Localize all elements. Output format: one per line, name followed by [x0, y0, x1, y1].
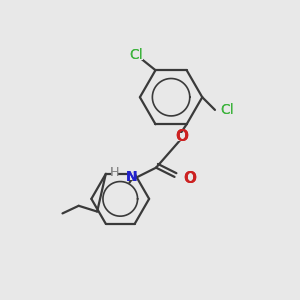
Text: O: O	[183, 171, 196, 186]
FancyBboxPatch shape	[183, 174, 191, 182]
Text: H: H	[110, 166, 119, 179]
FancyBboxPatch shape	[177, 133, 185, 141]
Text: O: O	[175, 129, 188, 144]
FancyBboxPatch shape	[128, 50, 143, 60]
FancyBboxPatch shape	[219, 105, 234, 115]
Text: H: H	[110, 166, 119, 179]
FancyBboxPatch shape	[112, 170, 117, 176]
Text: Cl: Cl	[129, 48, 143, 62]
Text: O: O	[175, 129, 188, 144]
FancyBboxPatch shape	[128, 173, 135, 180]
Text: N: N	[126, 170, 138, 184]
Text: Cl: Cl	[129, 48, 143, 62]
Text: Cl: Cl	[220, 103, 234, 117]
Text: O: O	[183, 171, 196, 186]
Text: N: N	[126, 170, 138, 184]
Text: Cl: Cl	[220, 103, 234, 117]
